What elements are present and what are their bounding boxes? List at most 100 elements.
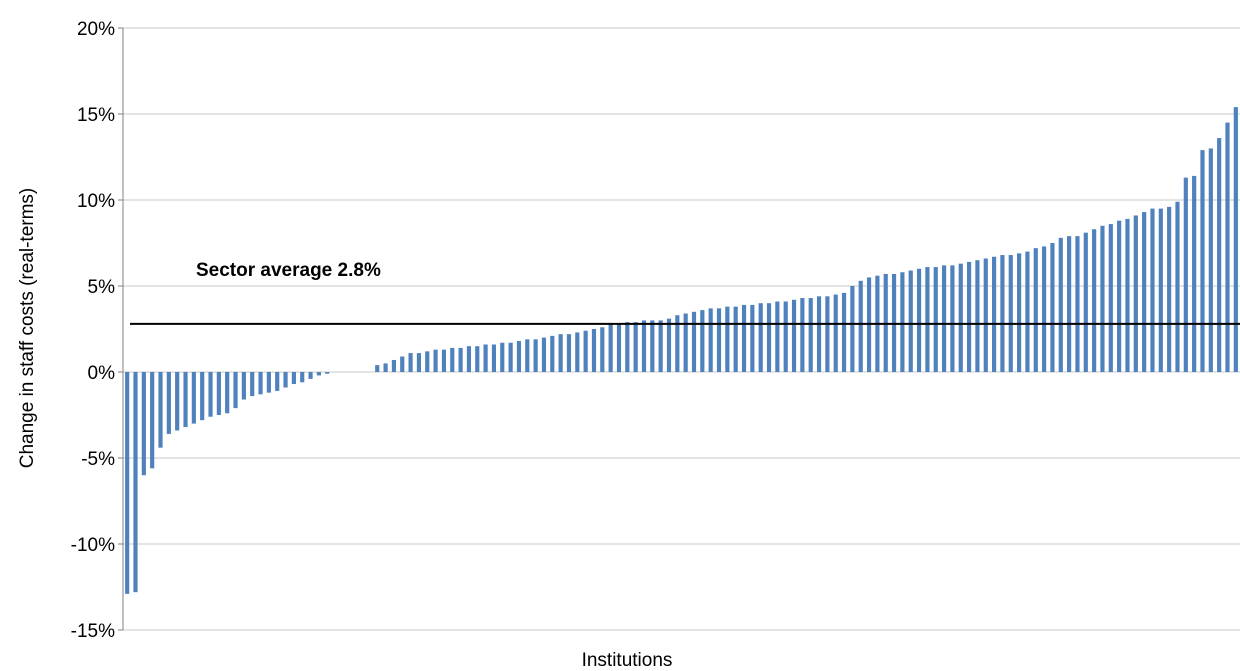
x-axis-title: Institutions: [582, 650, 673, 671]
institution-bar: [666, 318, 672, 372]
institution-bar: [1183, 177, 1188, 372]
institution-bar: [583, 330, 588, 372]
institution-bar: [1192, 175, 1197, 372]
institution-bar: [716, 308, 722, 372]
institution-bar: [525, 339, 530, 372]
institution-bar: [808, 298, 813, 372]
institution-bar: [541, 337, 547, 372]
institution-bar: [450, 347, 455, 372]
institution-bar: [683, 313, 688, 372]
institution-bar: [508, 342, 513, 372]
institution-bar: [850, 286, 855, 372]
institution-bar: [675, 315, 680, 372]
institution-bar: [750, 304, 755, 372]
institution-bar: [325, 372, 330, 374]
institution-bar: [1133, 215, 1138, 372]
institution-bar: [616, 323, 622, 372]
institution-bar: [208, 372, 213, 417]
institution-bar: [400, 356, 405, 372]
institution-bar: [383, 363, 388, 372]
institution-bar: [250, 372, 255, 397]
institution-bar: [500, 342, 505, 372]
bars: [125, 107, 1238, 594]
institution-bar: [983, 258, 988, 372]
institution-bar: [1158, 208, 1163, 372]
institution-bar: [950, 265, 955, 372]
institution-bar: [975, 260, 980, 372]
institution-bar: [266, 372, 271, 393]
institution-bar: [691, 311, 697, 372]
institution-bar: [925, 267, 930, 372]
institution-bar: [650, 320, 655, 372]
institution-bar: [200, 372, 205, 421]
y-tick-label: 10%: [77, 191, 115, 212]
institution-bar: [300, 372, 305, 383]
institution-bar: [241, 372, 246, 400]
institution-bar: [458, 347, 463, 372]
institution-bar: [283, 372, 288, 388]
institution-bar: [916, 268, 922, 372]
institution-bar: [941, 265, 947, 372]
institution-bar: [633, 322, 638, 372]
sector-average-label: Sector average 2.8%: [196, 260, 381, 281]
institution-bar: [833, 294, 838, 372]
institution-bar: [575, 332, 580, 372]
institution-bar: [441, 349, 447, 372]
y-tick-label: 15%: [77, 105, 115, 126]
institution-bar: [425, 351, 430, 372]
institution-bar: [158, 372, 163, 448]
institution-bar: [391, 359, 396, 372]
institution-bar: [1108, 224, 1113, 372]
institution-bar: [416, 353, 422, 372]
institution-bar: [1008, 255, 1013, 372]
institution-bar: [1150, 208, 1155, 372]
institution-bar: [150, 372, 155, 469]
institution-bar: [516, 341, 522, 372]
institution-bar: [600, 327, 605, 372]
institution-bar: [141, 372, 146, 476]
institution-bar: [1225, 122, 1230, 372]
institution-bar: [800, 298, 805, 372]
institution-bar: [725, 306, 730, 372]
institution-bar: [558, 334, 563, 372]
institution-bar: [783, 301, 788, 372]
institution-bar: [658, 320, 663, 372]
institution-bar: [483, 344, 488, 372]
institution-bar: [641, 320, 647, 372]
institution-bar: [1208, 148, 1213, 372]
institution-bar: [825, 296, 830, 372]
y-tick-label: 5%: [88, 277, 116, 298]
y-tick-label: 0%: [88, 363, 116, 384]
institution-bar: [550, 335, 555, 372]
institution-bar: [466, 346, 472, 372]
institution-bar: [408, 353, 413, 372]
institution-bar: [1033, 248, 1038, 372]
institution-bar: [533, 339, 538, 372]
institution-bar: [233, 372, 238, 409]
institution-bar: [1092, 229, 1097, 372]
institution-bar: [1058, 237, 1063, 372]
institution-bar: [766, 303, 772, 372]
institution-bar: [967, 261, 972, 372]
institution-bar: [900, 272, 905, 372]
institution-bar: [475, 346, 480, 372]
institution-bar: [1017, 253, 1022, 372]
institution-bar: [175, 372, 180, 431]
institution-bar: [1050, 243, 1055, 372]
institution-bar: [433, 349, 438, 372]
institution-bar: [858, 280, 863, 372]
institution-bar: [183, 372, 188, 428]
institution-bar: [1125, 218, 1130, 372]
institution-bar: [1167, 206, 1172, 372]
institution-bar: [275, 372, 280, 391]
institution-bar: [1142, 212, 1147, 372]
institution-bar: [908, 270, 913, 372]
institution-bar: [225, 372, 230, 414]
institution-bar: [291, 372, 296, 385]
institution-bar: [841, 292, 847, 372]
institution-bar: [758, 303, 763, 372]
institution-bar: [1217, 138, 1222, 372]
y-tick-label: -10%: [71, 535, 115, 556]
institution-bar: [992, 256, 997, 372]
